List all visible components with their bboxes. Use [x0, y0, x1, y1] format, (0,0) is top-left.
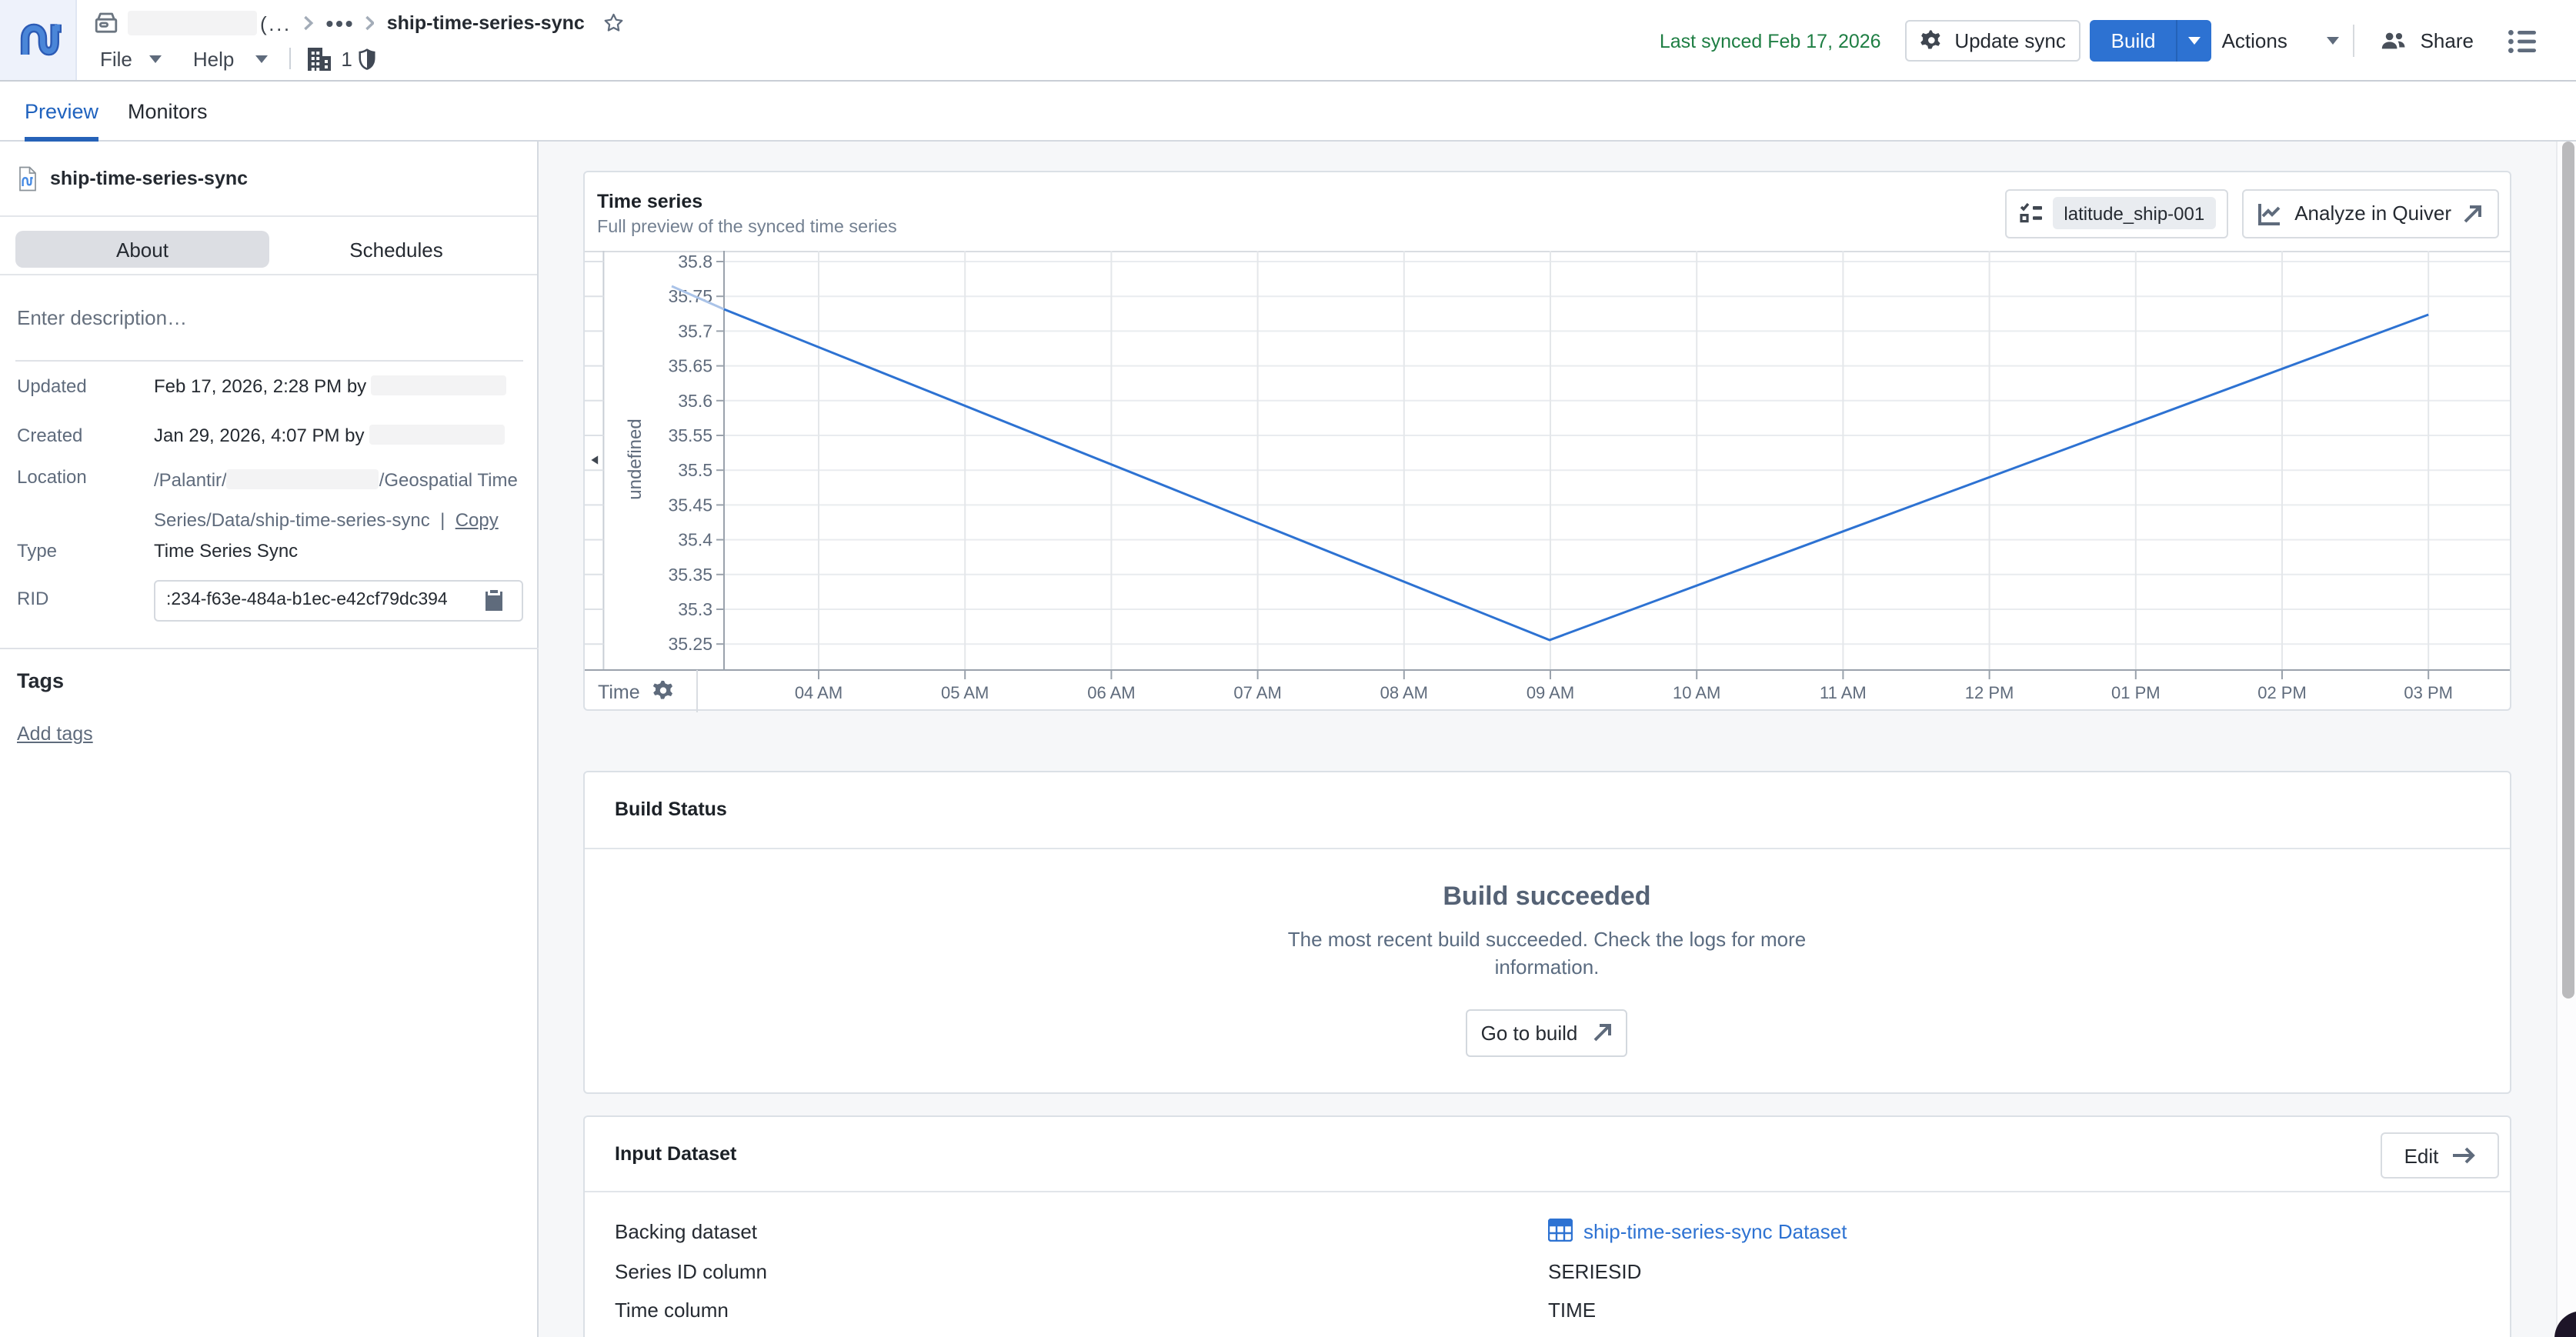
svg-text:07 AM: 07 AM [1233, 682, 1280, 702]
svg-text:02 PM: 02 PM [2257, 682, 2306, 702]
svg-text:35.3: 35.3 [677, 598, 712, 618]
svg-text:35.8: 35.8 [677, 251, 712, 271]
svg-text:12 PM: 12 PM [1964, 682, 2014, 702]
svg-text:Time: Time [597, 681, 639, 702]
svg-text:08 AM: 08 AM [1380, 682, 1427, 702]
svg-text:04 AM: 04 AM [794, 682, 842, 702]
svg-text:undefined: undefined [624, 418, 645, 498]
svg-text:35.55: 35.55 [667, 425, 712, 445]
svg-text:09 AM: 09 AM [1526, 682, 1573, 702]
svg-text:10 AM: 10 AM [1672, 682, 1720, 702]
svg-text:03 PM: 03 PM [2403, 682, 2452, 702]
svg-text:35.5: 35.5 [677, 459, 712, 479]
svg-text:35.35: 35.35 [667, 564, 712, 584]
svg-text:35.4: 35.4 [677, 529, 712, 549]
svg-text:35.6: 35.6 [677, 390, 712, 410]
svg-text:35.75: 35.75 [667, 285, 712, 305]
svg-text:11 AM: 11 AM [1819, 682, 1866, 702]
svg-text:06 AM: 06 AM [1086, 682, 1134, 702]
svg-text:35.65: 35.65 [667, 355, 712, 375]
svg-text:01 PM: 01 PM [2111, 682, 2160, 702]
svg-text:35.45: 35.45 [667, 494, 712, 514]
svg-text:05 AM: 05 AM [940, 682, 988, 702]
svg-text:35.25: 35.25 [667, 633, 712, 653]
svg-text:35.7: 35.7 [677, 320, 712, 340]
